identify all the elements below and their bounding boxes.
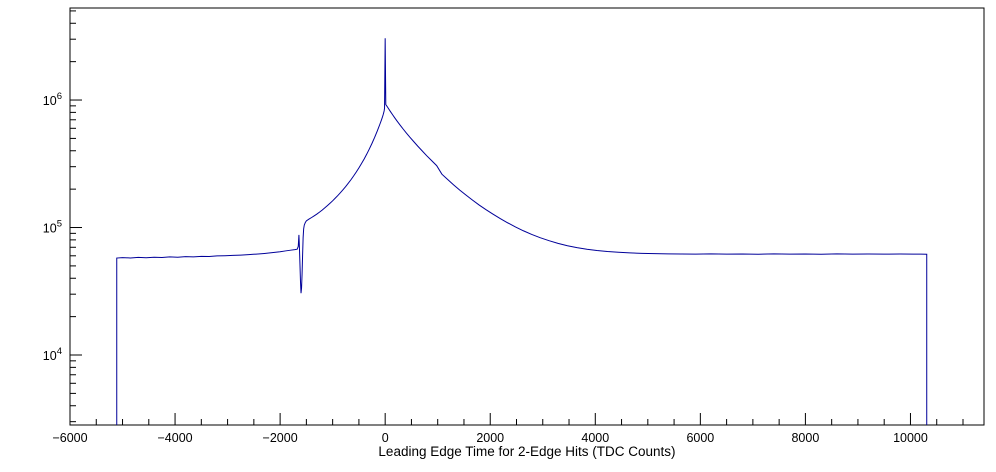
histogram-line [116,38,928,425]
x-tick-label: 8000 [791,431,819,445]
y-tick-label: 104 [43,346,62,363]
y-tick-label: 105 [43,219,62,236]
x-axis-title: Leading Edge Time for 2-Edge Hits (TDC C… [378,444,675,459]
x-tick-label: 0 [382,431,389,445]
plot-frame [69,7,985,426]
x-tick-label: −6000 [52,431,87,445]
x-tick-label: 4000 [581,431,609,445]
x-tick-label: 6000 [686,431,714,445]
x-tick-label: −4000 [158,431,193,445]
x-tick-label: 2000 [476,431,504,445]
x-tick-label: 10000 [893,431,928,445]
y-tick-label: 106 [43,91,62,108]
x-tick-label: −2000 [263,431,298,445]
